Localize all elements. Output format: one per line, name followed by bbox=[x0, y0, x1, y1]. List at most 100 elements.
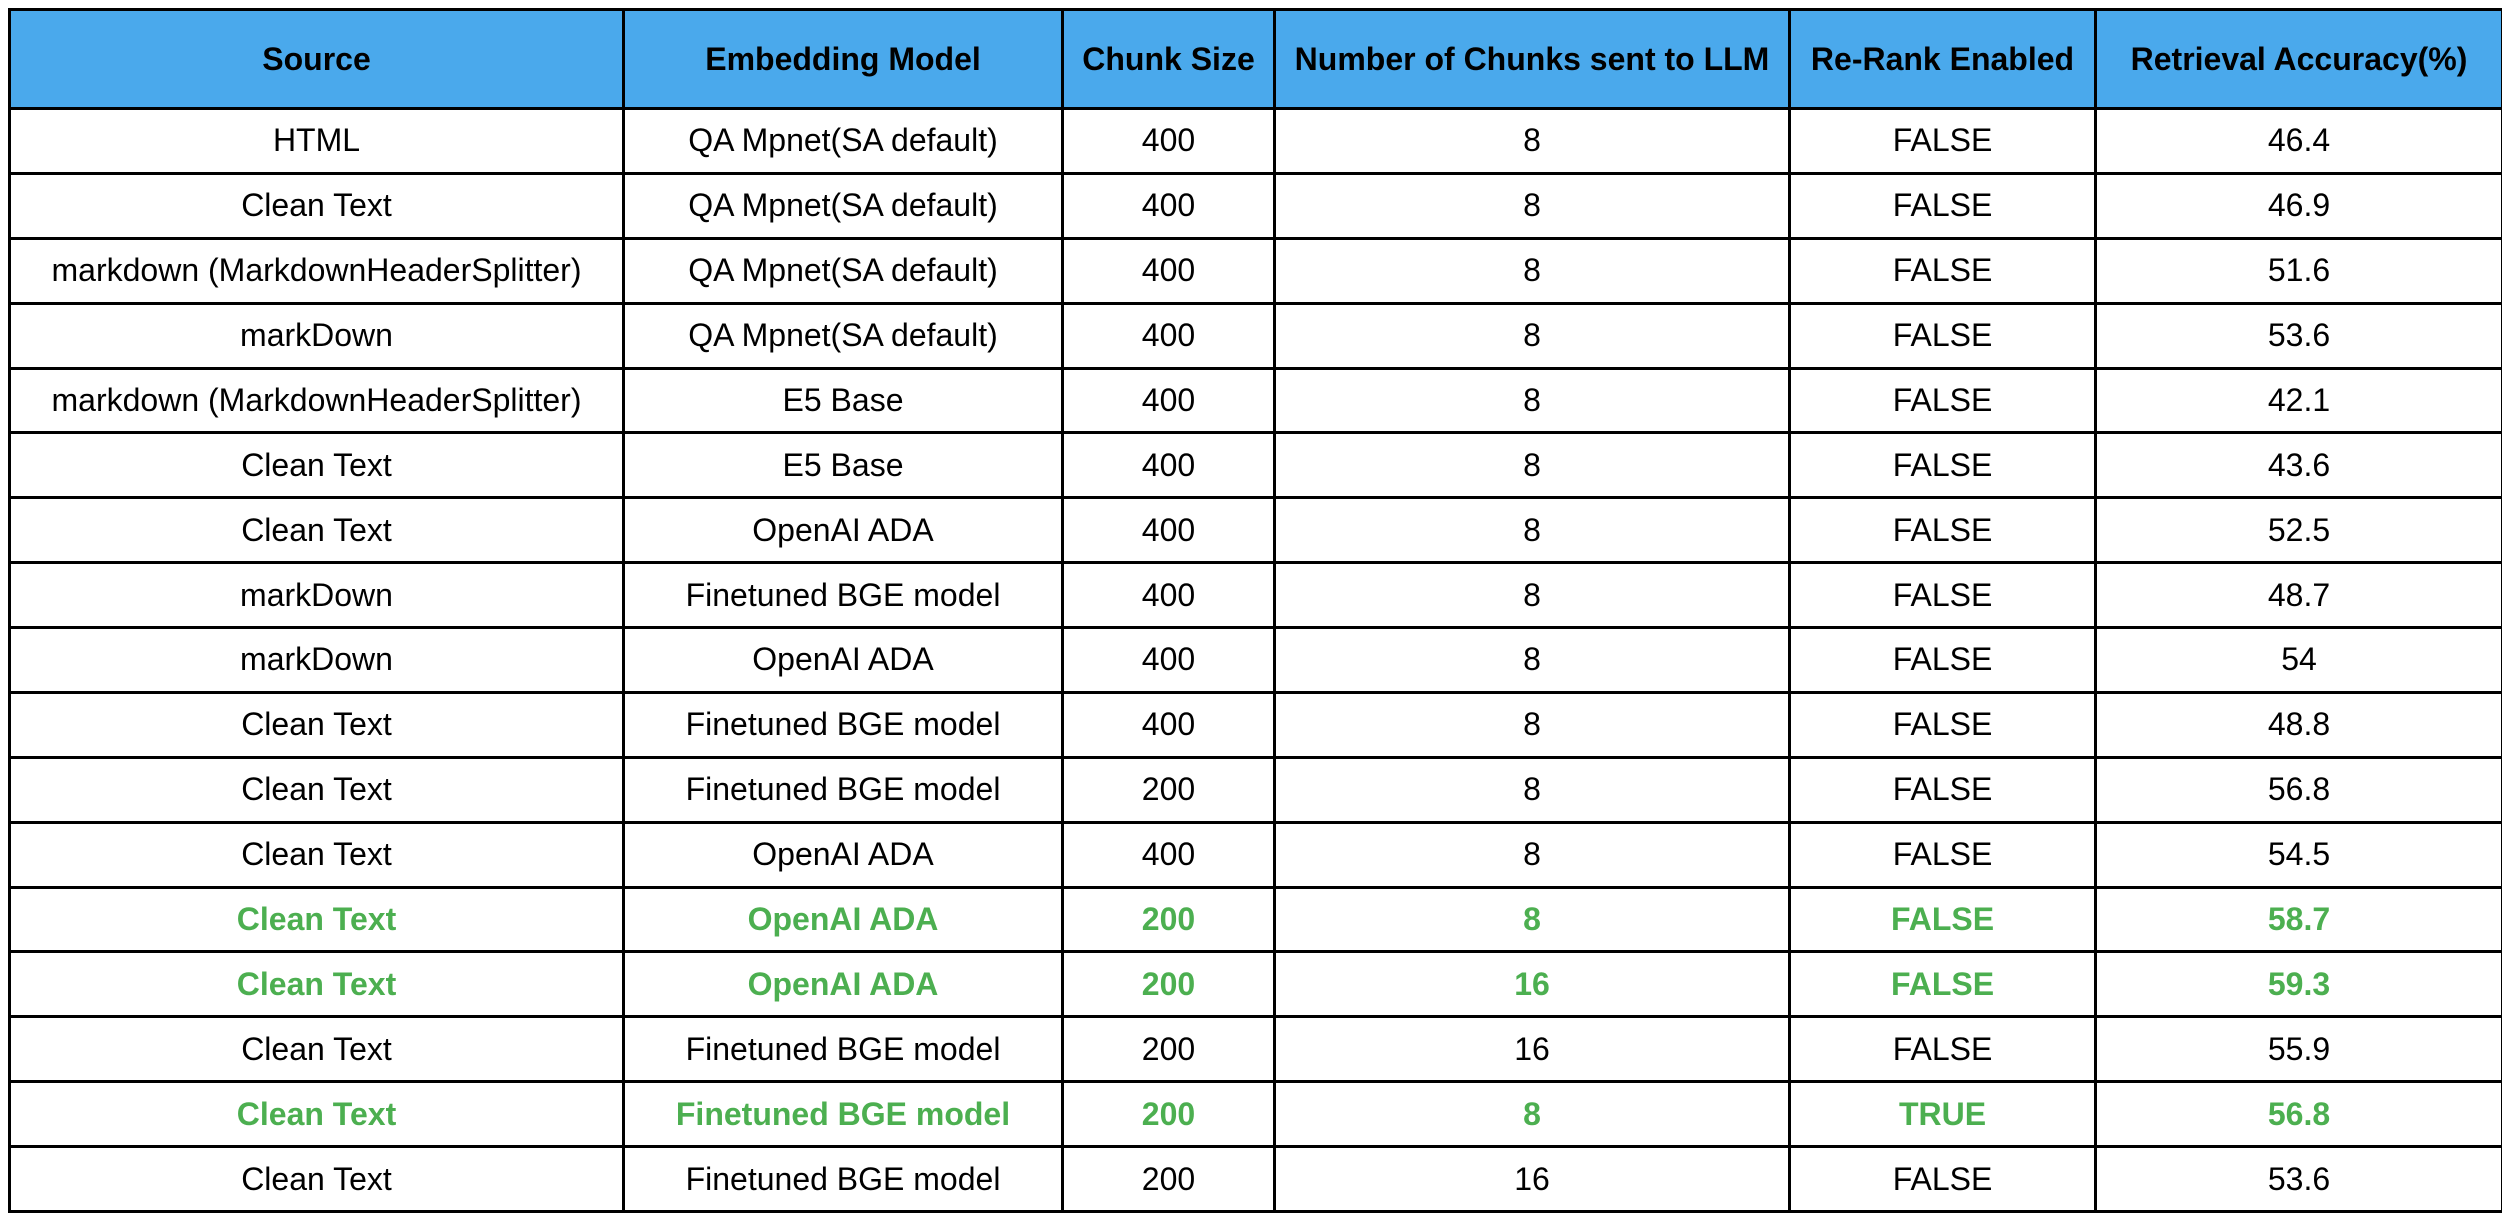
cell-rerank-enabled: FALSE bbox=[1788, 561, 2097, 629]
cell-retrieval-accuracy: 46.9 bbox=[2094, 171, 2502, 240]
cell-retrieval-accuracy: 48.7 bbox=[2094, 561, 2502, 629]
cell-retrieval-accuracy: 53.6 bbox=[2094, 1145, 2502, 1213]
cell-embedding-model: OpenAI ADA bbox=[622, 950, 1064, 1019]
cell-retrieval-accuracy: 56.8 bbox=[2094, 755, 2502, 824]
results-table: Source Embedding Model Chunk Size Number… bbox=[8, 8, 2502, 1213]
cell-retrieval-accuracy: 54.5 bbox=[2094, 820, 2502, 889]
cell-source: Clean Text bbox=[8, 690, 625, 759]
cell-source: markdown (MarkdownHeaderSplitter) bbox=[8, 236, 625, 305]
table-row: Clean Text Finetuned BGE model 200 16 FALSE 5… bbox=[8, 1015, 2502, 1084]
cell-number-of-chunks: 8 bbox=[1273, 171, 1791, 240]
cell-source: markDown bbox=[8, 626, 625, 694]
cell-rerank-enabled: FALSE bbox=[1788, 950, 2097, 1019]
cell-embedding-model: Finetuned BGE model bbox=[622, 690, 1064, 759]
cell-rerank-enabled: FALSE bbox=[1788, 1015, 2097, 1084]
table-row: Clean Text Finetuned BGE model 400 8 FALSE 48… bbox=[8, 690, 2502, 759]
table-row: Clean Text E5 Base 400 8 FALSE 43.6 bbox=[8, 431, 2502, 500]
table-row: HTML QA Mpnet(SA default) 400 8 FALSE 46.4 bbox=[8, 107, 2502, 175]
cell-source: Clean Text bbox=[8, 496, 625, 565]
table-row: Clean Text OpenAI ADA 200 8 FALSE 58.7 bbox=[8, 885, 2502, 954]
cell-embedding-model: OpenAI ADA bbox=[622, 820, 1064, 889]
cell-retrieval-accuracy: 52.5 bbox=[2094, 496, 2502, 565]
cell-rerank-enabled: FALSE bbox=[1788, 236, 2097, 305]
cell-retrieval-accuracy: 51.6 bbox=[2094, 236, 2502, 305]
cell-rerank-enabled: FALSE bbox=[1788, 885, 2097, 954]
cell-chunk-size: 200 bbox=[1061, 1145, 1276, 1213]
cell-rerank-enabled: FALSE bbox=[1788, 301, 2097, 370]
table-row: markDown QA Mpnet(SA default) 400 8 FALSE 53.… bbox=[8, 301, 2502, 370]
cell-retrieval-accuracy: 55.9 bbox=[2094, 1015, 2502, 1084]
cell-chunk-size: 200 bbox=[1061, 885, 1276, 954]
cell-source: Clean Text bbox=[8, 950, 625, 1019]
cell-source: markdown (MarkdownHeaderSplitter) bbox=[8, 366, 625, 435]
cell-rerank-enabled: FALSE bbox=[1788, 171, 2097, 240]
cell-chunk-size: 400 bbox=[1061, 366, 1276, 435]
cell-embedding-model: OpenAI ADA bbox=[622, 496, 1064, 565]
cell-chunk-size: 200 bbox=[1061, 950, 1276, 1019]
cell-retrieval-accuracy: 42.1 bbox=[2094, 366, 2502, 435]
table-row: Clean Text OpenAI ADA 400 8 FALSE 52.5 bbox=[8, 496, 2502, 565]
cell-embedding-model: Finetuned BGE model bbox=[622, 1080, 1064, 1148]
cell-number-of-chunks: 16 bbox=[1273, 950, 1791, 1019]
table-header: Source Embedding Model Chunk Size Number… bbox=[8, 8, 2502, 110]
table-row: Clean Text OpenAI ADA 200 16 FALSE 59.3 bbox=[8, 950, 2502, 1019]
cell-rerank-enabled: FALSE bbox=[1788, 107, 2097, 175]
cell-embedding-model: Finetuned BGE model bbox=[622, 755, 1064, 824]
table-row: Clean Text Finetuned BGE model 200 8 FALSE 56… bbox=[8, 755, 2502, 824]
cell-rerank-enabled: FALSE bbox=[1788, 690, 2097, 759]
cell-retrieval-accuracy: 46.4 bbox=[2094, 107, 2502, 175]
cell-source: Clean Text bbox=[8, 171, 625, 240]
cell-embedding-model: QA Mpnet(SA default) bbox=[622, 107, 1064, 175]
cell-rerank-enabled: FALSE bbox=[1788, 496, 2097, 565]
cell-embedding-model: E5 Base bbox=[622, 431, 1064, 500]
cell-number-of-chunks: 8 bbox=[1273, 236, 1791, 305]
cell-embedding-model: Finetuned BGE model bbox=[622, 1145, 1064, 1213]
cell-retrieval-accuracy: 43.6 bbox=[2094, 431, 2502, 500]
cell-chunk-size: 400 bbox=[1061, 301, 1276, 370]
cell-source: Clean Text bbox=[8, 1080, 625, 1148]
cell-chunk-size: 400 bbox=[1061, 171, 1276, 240]
header-embedding-model: Embedding Model bbox=[622, 8, 1064, 110]
cell-number-of-chunks: 8 bbox=[1273, 496, 1791, 565]
cell-embedding-model: QA Mpnet(SA default) bbox=[622, 301, 1064, 370]
cell-rerank-enabled: FALSE bbox=[1788, 431, 2097, 500]
cell-chunk-size: 400 bbox=[1061, 626, 1276, 694]
cell-retrieval-accuracy: 54 bbox=[2094, 626, 2502, 694]
cell-source: markDown bbox=[8, 561, 625, 629]
table-row: markdown (MarkdownHeaderSplitter) QA Mpne… bbox=[8, 236, 2502, 305]
cell-rerank-enabled: FALSE bbox=[1788, 1145, 2097, 1213]
cell-embedding-model: E5 Base bbox=[622, 366, 1064, 435]
cell-number-of-chunks: 8 bbox=[1273, 820, 1791, 889]
cell-chunk-size: 400 bbox=[1061, 561, 1276, 629]
cell-source: Clean Text bbox=[8, 1015, 625, 1084]
cell-number-of-chunks: 8 bbox=[1273, 755, 1791, 824]
cell-source: markDown bbox=[8, 301, 625, 370]
cell-chunk-size: 400 bbox=[1061, 107, 1276, 175]
cell-chunk-size: 400 bbox=[1061, 431, 1276, 500]
cell-chunk-size: 200 bbox=[1061, 1080, 1276, 1148]
cell-source: Clean Text bbox=[8, 885, 625, 954]
cell-rerank-enabled: FALSE bbox=[1788, 366, 2097, 435]
cell-source: Clean Text bbox=[8, 431, 625, 500]
cell-number-of-chunks: 8 bbox=[1273, 107, 1791, 175]
cell-number-of-chunks: 8 bbox=[1273, 690, 1791, 759]
cell-embedding-model: OpenAI ADA bbox=[622, 885, 1064, 954]
cell-source: Clean Text bbox=[8, 820, 625, 889]
cell-number-of-chunks: 16 bbox=[1273, 1015, 1791, 1084]
cell-embedding-model: OpenAI ADA bbox=[622, 626, 1064, 694]
cell-chunk-size: 400 bbox=[1061, 236, 1276, 305]
cell-number-of-chunks: 8 bbox=[1273, 301, 1791, 370]
cell-rerank-enabled: FALSE bbox=[1788, 626, 2097, 694]
table-body: HTML QA Mpnet(SA default) 400 8 FALSE 46.4 Cle… bbox=[8, 107, 2502, 1213]
cell-rerank-enabled: TRUE bbox=[1788, 1080, 2097, 1148]
cell-embedding-model: Finetuned BGE model bbox=[622, 561, 1064, 629]
cell-number-of-chunks: 8 bbox=[1273, 561, 1791, 629]
cell-embedding-model: Finetuned BGE model bbox=[622, 1015, 1064, 1084]
header-retrieval-accuracy: Retrieval Accuracy(%) bbox=[2094, 8, 2502, 110]
cell-rerank-enabled: FALSE bbox=[1788, 820, 2097, 889]
header-number-of-chunks: Number of Chunks sent to LLM bbox=[1273, 8, 1791, 110]
cell-embedding-model: QA Mpnet(SA default) bbox=[622, 171, 1064, 240]
table-row: Clean Text OpenAI ADA 400 8 FALSE 54.5 bbox=[8, 820, 2502, 889]
cell-chunk-size: 400 bbox=[1061, 690, 1276, 759]
cell-number-of-chunks: 8 bbox=[1273, 1080, 1791, 1148]
